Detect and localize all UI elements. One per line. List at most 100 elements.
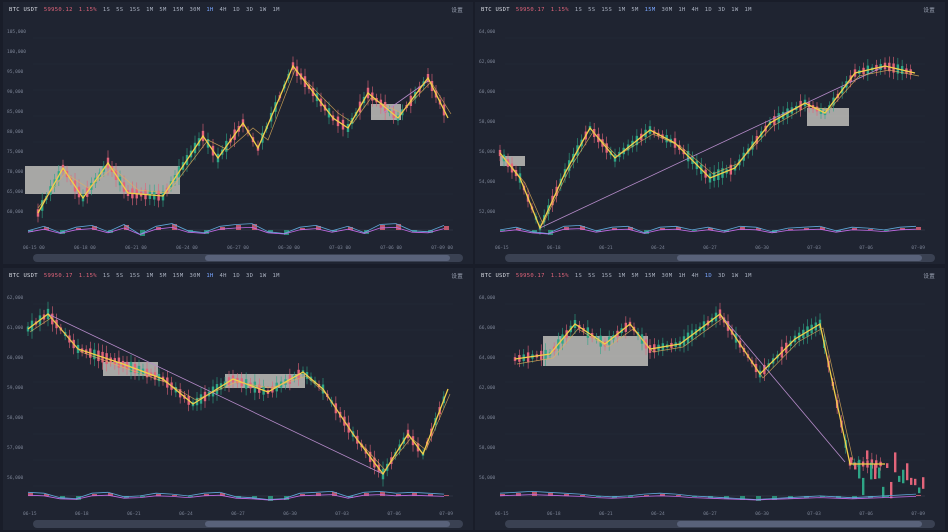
timeframe-button[interactable]: 3D: [246, 7, 254, 13]
time-scrollbar[interactable]: [505, 254, 935, 262]
timeframe-button[interactable]: 5S: [116, 7, 124, 13]
timeframe-button[interactable]: 15S: [601, 7, 613, 13]
timeframe-button[interactable]: 1W: [731, 7, 739, 13]
timeframe-button[interactable]: 3D: [718, 7, 726, 13]
zigzag-line: [499, 65, 916, 230]
timeframe-button[interactable]: 1S: [574, 273, 583, 279]
trend-line: [539, 65, 886, 229]
timeframe-button[interactable]: 1M: [146, 273, 154, 279]
timeframe-button[interactable]: 1H: [678, 273, 686, 279]
settings-button[interactable]: 设置: [451, 8, 463, 14]
timeframe-button[interactable]: 1S: [102, 7, 111, 13]
macd-histogram-bar: [788, 229, 793, 230]
macd-histogram-bar: [644, 495, 649, 496]
timeframe-button[interactable]: 15M: [644, 7, 656, 13]
timeframe-button[interactable]: 1W: [259, 273, 267, 279]
timeframe-button[interactable]: 1M: [744, 7, 752, 13]
macd-histogram-bar: [692, 230, 697, 231]
timeframe-button[interactable]: 1D: [232, 273, 241, 279]
price-chart[interactable]: [3, 284, 473, 516]
price-chart[interactable]: [3, 18, 473, 250]
time-scrollbar[interactable]: [33, 520, 463, 528]
timeframe-button[interactable]: 5M: [159, 7, 167, 13]
timeframe-button[interactable]: 1S: [574, 7, 583, 13]
macd-histogram-bar: [316, 226, 321, 230]
timeframe-button[interactable]: 30M: [661, 273, 673, 279]
candle: [886, 463, 889, 468]
macd-histogram-bar: [500, 494, 505, 496]
price-chart[interactable]: [475, 284, 945, 516]
timeframe-button[interactable]: 1M: [146, 7, 154, 13]
timeframe-button[interactable]: 15S: [601, 273, 613, 279]
symbol-label[interactable]: BTC USDT: [481, 273, 510, 279]
scroll-thumb[interactable]: [205, 521, 451, 527]
chart-panel-4[interactable]: BTC USDT 59950.17 1.15% 1S 5S 15S 1M 5M 15M 30M 1H…: [475, 268, 945, 530]
timeframe-button[interactable]: 3D: [246, 273, 254, 279]
macd-histogram-bar: [300, 494, 305, 496]
macd-histogram-bar: [628, 496, 633, 497]
timeframe-button[interactable]: 15S: [129, 273, 141, 279]
timeframe-button[interactable]: 5S: [116, 273, 124, 279]
timeframe-button[interactable]: 15S: [129, 7, 141, 13]
chart-panel-3[interactable]: BTC USDT 59950.17 1.15% 1S 5S 15S 1M 5M 15M 30M 1H…: [3, 268, 473, 530]
timeframe-button[interactable]: 5S: [588, 7, 596, 13]
timeframe-button[interactable]: 1H: [678, 7, 686, 13]
chart-panel-2[interactable]: BTC USDT 59950.17 1.15% 1S 5S 15S 1M 5M 15M 30M 1H…: [475, 2, 945, 264]
scroll-thumb[interactable]: [677, 255, 923, 261]
symbol-label[interactable]: BTC USDT: [481, 7, 510, 13]
macd-histogram-bar: [532, 230, 537, 233]
time-scrollbar[interactable]: [33, 254, 463, 262]
timeframe-button[interactable]: 5S: [588, 273, 596, 279]
scroll-thumb[interactable]: [205, 255, 451, 261]
timeframe-button[interactable]: 4H: [219, 273, 227, 279]
timeframe-button[interactable]: 15M: [172, 7, 184, 13]
timeframe-button[interactable]: 1D: [704, 7, 713, 13]
timeframe-button[interactable]: 4H: [691, 7, 699, 13]
timeframe-button[interactable]: 1W: [259, 7, 267, 13]
timeframe-button[interactable]: 30M: [189, 273, 201, 279]
macd-histogram-bar: [172, 495, 177, 496]
timeframe-button[interactable]: 15M: [172, 273, 184, 279]
time-tick: 07-09: [911, 512, 925, 517]
timeframe-button[interactable]: 1D: [232, 7, 241, 13]
timeframe-button[interactable]: 5M: [159, 273, 167, 279]
settings-button[interactable]: 设置: [451, 274, 463, 280]
price-axis: 105,000 100,000 95,000 90,000 85,000 80,000 75…: [7, 18, 29, 248]
macd-histogram-bar: [708, 228, 713, 230]
time-tick: 06-18: [547, 512, 561, 517]
timeframe-button[interactable]: 1S: [102, 273, 111, 279]
timeframe-button[interactable]: 1H: [206, 273, 214, 279]
timeframe-button[interactable]: 1M: [618, 7, 626, 13]
price-chart[interactable]: [475, 18, 945, 250]
symbol-label[interactable]: BTC USDT: [9, 273, 38, 279]
timeframe-button[interactable]: 4H: [219, 7, 227, 13]
settings-button[interactable]: 设置: [923, 8, 935, 14]
timeframe-button[interactable]: 1W: [731, 273, 739, 279]
zigzag-line-secondary: [37, 69, 452, 209]
timeframe-button[interactable]: 1M: [272, 7, 280, 13]
timeframe-button[interactable]: 1M: [272, 273, 280, 279]
chart-panel-1[interactable]: BTC USDT 59950.12 1.15% 1S 5S 15S 1M 5M 15M 30M 1H…: [3, 2, 473, 264]
macd-histogram-bar: [348, 227, 353, 230]
timeframe-button[interactable]: 30M: [189, 7, 201, 13]
macd-histogram-bar: [188, 496, 193, 497]
timeframe-button[interactable]: 5M: [631, 7, 639, 13]
timeframe-button[interactable]: 15M: [644, 273, 656, 279]
price-change: 1.15%: [78, 7, 97, 13]
timeframe-button[interactable]: 1M: [618, 273, 626, 279]
time-scrollbar[interactable]: [505, 520, 935, 528]
time-tick: 06-21 00: [125, 246, 147, 251]
time-tick: 06-21: [599, 246, 613, 251]
timeframe-button[interactable]: 5M: [631, 273, 639, 279]
timeframe-button[interactable]: 1D: [704, 273, 713, 279]
timeframe-button[interactable]: 1H: [206, 7, 214, 13]
price-tick: 60,000: [479, 416, 496, 421]
settings-button[interactable]: 设置: [923, 274, 935, 280]
macd-histogram-bar: [252, 224, 257, 230]
scroll-thumb[interactable]: [677, 521, 923, 527]
timeframe-button[interactable]: 4H: [691, 273, 699, 279]
timeframe-button[interactable]: 30M: [661, 7, 673, 13]
timeframe-button[interactable]: 1M: [744, 273, 752, 279]
symbol-label[interactable]: BTC USDT: [9, 7, 38, 13]
timeframe-button[interactable]: 3D: [718, 273, 726, 279]
